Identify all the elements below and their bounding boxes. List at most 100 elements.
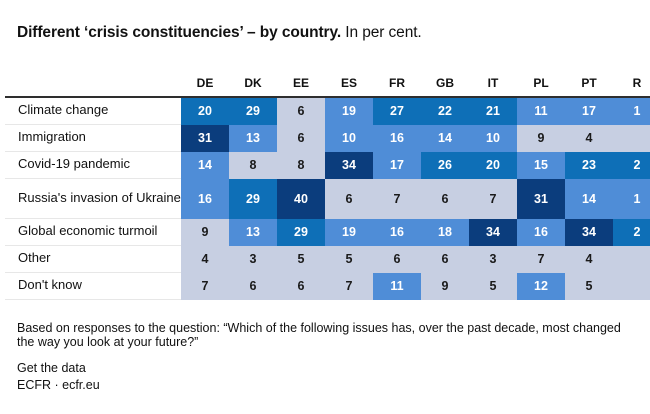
heatmap-cell-pt: 4 bbox=[565, 245, 613, 273]
heatmap-cell-dk: 6 bbox=[229, 272, 277, 300]
heatmap-cell-pt: 34 bbox=[565, 218, 613, 246]
row-label: Immigration bbox=[5, 124, 181, 152]
heatmap-cell-de: 14 bbox=[181, 151, 229, 179]
table-row: Climate change 20 29 6 19 27 22 21 11 17 1 bbox=[5, 97, 650, 125]
table-row: Don't know 7 6 6 7 11 9 5 12 5 bbox=[5, 272, 650, 300]
heatmap-cell-ee: 8 bbox=[277, 151, 325, 179]
heatmap-cell-fr: 27 bbox=[373, 97, 421, 125]
heatmap-cell-de: 7 bbox=[181, 272, 229, 300]
header-row: DE DK EE ES FR GB IT PL PT R bbox=[5, 70, 650, 90]
heatmap-cell-it: 20 bbox=[469, 151, 517, 179]
heatmap-cell-it: 34 bbox=[469, 218, 517, 246]
row-label: Climate change bbox=[5, 97, 181, 125]
heatmap-cell-ee: 6 bbox=[277, 124, 325, 152]
heatmap-cell-it: 7 bbox=[469, 178, 517, 219]
column-header-dk: DK bbox=[244, 75, 262, 90]
heatmap-cell-pl: 31 bbox=[517, 178, 565, 219]
heatmap-cell-dk: 13 bbox=[229, 124, 277, 152]
heatmap-cell-it: 3 bbox=[469, 245, 517, 273]
column-header-de: DE bbox=[196, 75, 214, 90]
column-header-es: ES bbox=[340, 75, 357, 90]
heatmap-cell-pt: 17 bbox=[565, 97, 613, 125]
heatmap-cell-fr: 7 bbox=[373, 178, 421, 219]
heatmap-cell-pt: 14 bbox=[565, 178, 613, 219]
row-label: Covid-19 pandemic bbox=[5, 151, 181, 179]
heatmap-cell-de: 16 bbox=[181, 178, 229, 219]
heatmap-cell-gb: 9 bbox=[421, 272, 469, 300]
heatmap-cell-pt: 5 bbox=[565, 272, 613, 300]
heatmap-cell-r bbox=[613, 245, 650, 273]
header-divider bbox=[5, 95, 650, 98]
heatmap-cell-dk: 13 bbox=[229, 218, 277, 246]
heatmap-cell-r bbox=[613, 124, 650, 152]
table-row: Global economic turmoil 9 13 29 19 16 18 34 16 34… bbox=[5, 218, 650, 246]
column-header-pl: PL bbox=[533, 75, 549, 90]
heatmap-cell-gb: 26 bbox=[421, 151, 469, 179]
footnote: Based on responses to the question: “Whi… bbox=[17, 320, 621, 350]
heatmap-cell-ee: 6 bbox=[277, 97, 325, 125]
heatmap-cell-gb: 6 bbox=[421, 178, 469, 219]
heatmap-cell-es: 19 bbox=[325, 97, 373, 125]
row-label: Don't know bbox=[5, 272, 181, 300]
heatmap-cell-ee: 6 bbox=[277, 272, 325, 300]
page-title-unit: In per cent. bbox=[345, 24, 422, 41]
crisis-table: DE DK EE ES FR GB IT PL PT R Climate change 20 29 6 1… bbox=[5, 70, 650, 300]
column-header-fr: FR bbox=[389, 75, 405, 90]
row-label: Russia's invasion of Ukraine bbox=[5, 178, 181, 219]
heatmap-cell-de: 4 bbox=[181, 245, 229, 273]
heatmap-cell-r: 2 bbox=[613, 218, 650, 246]
table-body: Climate change 20 29 6 19 27 22 21 11 17 1 Immigrat… bbox=[5, 97, 650, 300]
heatmap-cell-fr: 6 bbox=[373, 245, 421, 273]
heatmap-cell-de: 9 bbox=[181, 218, 229, 246]
heatmap-cell-ee: 5 bbox=[277, 245, 325, 273]
heatmap-cell-pl: 16 bbox=[517, 218, 565, 246]
heatmap-cell-r bbox=[613, 272, 650, 300]
heatmap-cell-r: 2 bbox=[613, 151, 650, 179]
heatmap-cell-r: 1 bbox=[613, 178, 650, 219]
table-row: Russia's invasion of Ukraine 16 29 40 6 7 6 7 31… bbox=[5, 178, 650, 219]
heatmap-cell-fr: 16 bbox=[373, 218, 421, 246]
heatmap-cell-es: 7 bbox=[325, 272, 373, 300]
heatmap-cell-pt: 23 bbox=[565, 151, 613, 179]
heatmap-cell-de: 31 bbox=[181, 124, 229, 152]
table-row: Other 4 3 5 5 6 6 3 7 4 bbox=[5, 245, 650, 273]
heatmap-cell-dk: 3 bbox=[229, 245, 277, 273]
heatmap-cell-ee: 40 bbox=[277, 178, 325, 219]
heatmap-cell-de: 20 bbox=[181, 97, 229, 125]
source-text: ECFR · ecfr.eu bbox=[17, 378, 100, 393]
heatmap-cell-fr: 17 bbox=[373, 151, 421, 179]
column-header-pt: PT bbox=[581, 75, 597, 90]
heatmap-cell-es: 34 bbox=[325, 151, 373, 179]
column-header-ee: EE bbox=[292, 75, 309, 90]
heatmap-cell-es: 5 bbox=[325, 245, 373, 273]
heatmap-cell-pl: 9 bbox=[517, 124, 565, 152]
heatmap-cell-it: 21 bbox=[469, 97, 517, 125]
heatmap-cell-fr: 16 bbox=[373, 124, 421, 152]
table-row: Covid-19 pandemic 14 8 8 34 17 26 20 15 23 2 bbox=[5, 151, 650, 179]
column-header-r: R bbox=[632, 75, 642, 90]
heatmap-cell-dk: 29 bbox=[229, 178, 277, 219]
heatmap-cell-it: 10 bbox=[469, 124, 517, 152]
heatmap-cell-pl: 7 bbox=[517, 245, 565, 273]
heatmap-cell-dk: 29 bbox=[229, 97, 277, 125]
heatmap-cell-dk: 8 bbox=[229, 151, 277, 179]
row-label: Global economic turmoil bbox=[5, 218, 181, 246]
heatmap-cell-ee: 29 bbox=[277, 218, 325, 246]
column-header-it: IT bbox=[487, 75, 499, 90]
heatmap-cell-fr: 11 bbox=[373, 272, 421, 300]
heatmap-cell-gb: 6 bbox=[421, 245, 469, 273]
heatmap-cell-gb: 14 bbox=[421, 124, 469, 152]
heatmap-cell-es: 6 bbox=[325, 178, 373, 219]
page-title-main: Different ‘crisis constituencies’ – by c… bbox=[17, 24, 342, 41]
heatmap-cell-pl: 12 bbox=[517, 272, 565, 300]
heatmap-cell-gb: 22 bbox=[421, 97, 469, 125]
heatmap-cell-es: 19 bbox=[325, 218, 373, 246]
heatmap-cell-it: 5 bbox=[469, 272, 517, 300]
get-the-data-link[interactable]: Get the data bbox=[17, 361, 86, 376]
column-header-gb: GB bbox=[436, 75, 454, 90]
heatmap-cell-pt: 4 bbox=[565, 124, 613, 152]
table-row: Immigration 31 13 6 10 16 14 10 9 4 bbox=[5, 124, 650, 152]
heatmap-cell-gb: 18 bbox=[421, 218, 469, 246]
heatmap-cell-r: 1 bbox=[613, 97, 650, 125]
